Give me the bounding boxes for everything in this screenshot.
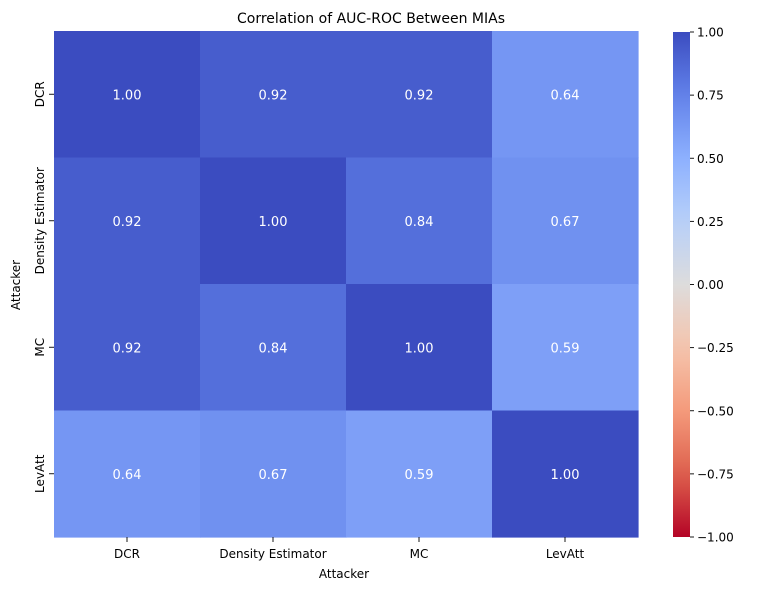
x-tick-label: DCR <box>114 547 140 561</box>
y-axis-ticks: DCR Density Estimator MC LevAtt <box>33 81 54 493</box>
heatmap-cell <box>492 410 639 538</box>
colorbar-tick-label: −1.00 <box>697 531 734 545</box>
heatmap-cell <box>200 31 347 159</box>
heatmap-cell <box>54 284 201 412</box>
heatmap-cell <box>200 157 347 285</box>
cell-value-label: 0.92 <box>259 88 288 103</box>
cell-value-label: 1.00 <box>405 341 434 356</box>
cell-value-label: 0.64 <box>551 88 580 103</box>
cell-value-label: 0.59 <box>405 468 434 483</box>
cell-value-label: 0.84 <box>405 215 434 230</box>
colorbar-tick-label: −0.25 <box>697 341 734 355</box>
heatmap-cell <box>200 284 347 412</box>
x-tick-label: LevAtt <box>546 547 585 561</box>
heatmap-cells: 1.00 0.92 0.92 0.64 0.92 1.00 0.84 0.67 0.92 0.84… <box>54 31 639 538</box>
cell-value-label: 0.92 <box>113 341 142 356</box>
colorbar-tick-label: −0.50 <box>697 404 734 418</box>
cell-value-label: 1.00 <box>259 215 288 230</box>
heatmap-cell <box>346 410 493 538</box>
colorbar-tick-label: 1.00 <box>697 26 724 40</box>
y-tick-label: LevAtt <box>33 454 47 493</box>
colorbar-tick-label: 0.50 <box>697 152 724 166</box>
colorbar: 1.00 0.75 0.50 0.25 0.00 −0.25 −0.50 −0.75 −1.00 <box>673 26 734 545</box>
heatmap-cell <box>492 157 639 285</box>
heatmap-cell <box>492 31 639 159</box>
y-tick-label: Density Estimator <box>33 167 47 274</box>
colorbar-tick-label: 0.75 <box>697 89 724 103</box>
colorbar-bar <box>673 32 690 537</box>
colorbar-tick-label: 0.00 <box>697 278 724 292</box>
cell-value-label: 0.92 <box>405 88 434 103</box>
cell-value-label: 0.92 <box>113 215 142 230</box>
cell-value-label: 0.64 <box>113 468 142 483</box>
heatmap-cell <box>346 157 493 285</box>
heatmap-cell <box>346 31 493 159</box>
x-axis-label: Attacker <box>319 567 369 581</box>
heatmap-cell <box>54 31 201 159</box>
y-tick-label: MC <box>33 338 47 357</box>
cell-value-label: 0.59 <box>551 341 580 356</box>
x-tick-label: Density Estimator <box>219 547 326 561</box>
heatmap-cell <box>200 410 347 538</box>
chart-title: Correlation of AUC-ROC Between MIAs <box>237 11 505 27</box>
heatmap-cell <box>346 284 493 412</box>
heatmap-cell <box>492 284 639 412</box>
cell-value-label: 0.84 <box>259 341 288 356</box>
cell-value-label: 1.00 <box>551 468 580 483</box>
heatmap-cell <box>54 157 201 285</box>
heatmap-cell <box>54 410 201 538</box>
y-tick-label: DCR <box>33 81 47 107</box>
y-axis-label: Attacker <box>9 260 23 310</box>
colorbar-tick-label: 0.25 <box>697 215 724 229</box>
x-axis-ticks: DCR Density Estimator MC LevAtt <box>114 537 584 561</box>
x-tick-label: MC <box>410 547 429 561</box>
cell-value-label: 0.67 <box>551 215 580 230</box>
colorbar-tick-label: −0.75 <box>697 467 734 481</box>
cell-value-label: 1.00 <box>113 88 142 103</box>
cell-value-label: 0.67 <box>259 468 288 483</box>
